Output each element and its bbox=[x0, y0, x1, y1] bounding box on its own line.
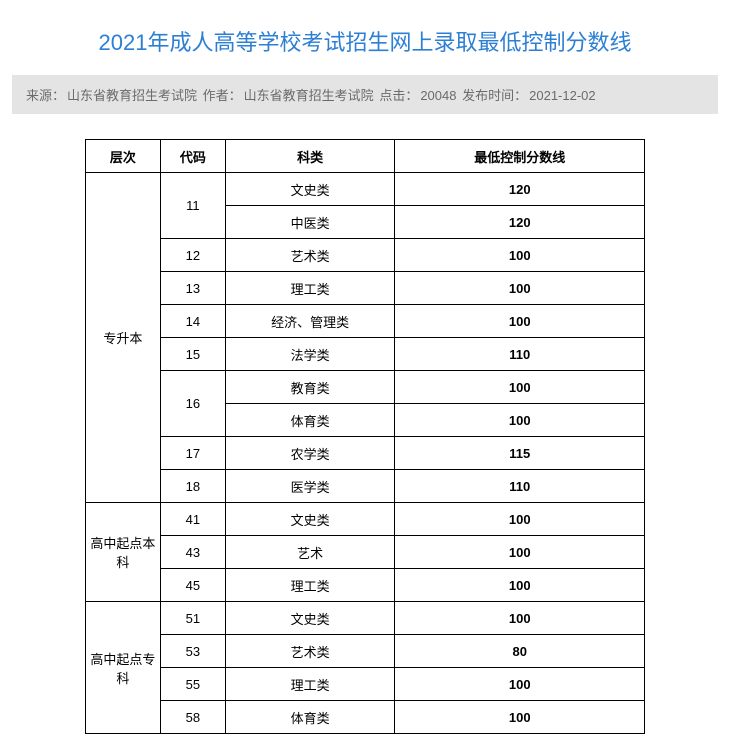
cell-score: 120 bbox=[395, 173, 645, 206]
meta-source-value: 山东省教育招生考试院 bbox=[67, 88, 197, 103]
table-row: 13 理工类 100 bbox=[86, 272, 645, 305]
cell-score: 110 bbox=[395, 338, 645, 371]
th-min-score: 最低控制分数线 bbox=[395, 140, 645, 173]
cell-score: 100 bbox=[395, 569, 645, 602]
table-row: 17 农学类 115 bbox=[86, 437, 645, 470]
meta-hits-label: 点击： bbox=[379, 88, 418, 103]
cell-category: 法学类 bbox=[225, 338, 395, 371]
cell-score: 100 bbox=[395, 668, 645, 701]
table-row: 专升本 11 文史类 120 bbox=[86, 173, 645, 206]
cell-score: 100 bbox=[395, 404, 645, 437]
meta-bar: 来源：山东省教育招生考试院 作者：山东省教育招生考试院 点击：20048 发布时… bbox=[12, 75, 718, 114]
cell-code: 53 bbox=[160, 635, 225, 668]
cell-score: 100 bbox=[395, 503, 645, 536]
cell-category: 艺术类 bbox=[225, 239, 395, 272]
cell-code: 51 bbox=[160, 602, 225, 635]
meta-pub-label: 发布时间： bbox=[462, 88, 527, 103]
cell-code: 55 bbox=[160, 668, 225, 701]
cell-code: 18 bbox=[160, 470, 225, 503]
meta-source-label: 来源： bbox=[26, 88, 65, 103]
cell-category: 理工类 bbox=[225, 272, 395, 305]
cell-code: 45 bbox=[160, 569, 225, 602]
page-title: 2021年成人高等学校考试招生网上录取最低控制分数线 bbox=[0, 10, 730, 75]
cell-code: 43 bbox=[160, 536, 225, 569]
table-row: 53 艺术类 80 bbox=[86, 635, 645, 668]
cell-code: 13 bbox=[160, 272, 225, 305]
cell-score: 80 bbox=[395, 635, 645, 668]
table-row: 58 体育类 100 bbox=[86, 701, 645, 734]
cell-score: 100 bbox=[395, 602, 645, 635]
score-table: 层次 代码 科类 最低控制分数线 专升本 11 文史类 120 中医类 120 … bbox=[85, 139, 645, 734]
table-row: 55 理工类 100 bbox=[86, 668, 645, 701]
cell-code: 16 bbox=[160, 371, 225, 437]
cell-category: 教育类 bbox=[225, 371, 395, 404]
cell-level-zsb: 专升本 bbox=[86, 173, 161, 503]
meta-hits-value: 20048 bbox=[420, 88, 456, 103]
table-row: 18 医学类 110 bbox=[86, 470, 645, 503]
table-row: 45 理工类 100 bbox=[86, 569, 645, 602]
table-row: 15 法学类 110 bbox=[86, 338, 645, 371]
table-row: 16 教育类 100 bbox=[86, 371, 645, 404]
cell-score: 120 bbox=[395, 206, 645, 239]
cell-category: 文史类 bbox=[225, 503, 395, 536]
cell-code: 12 bbox=[160, 239, 225, 272]
cell-category: 体育类 bbox=[225, 404, 395, 437]
cell-level-gqb: 高中起点本科 bbox=[86, 503, 161, 602]
table-row: 12 艺术类 100 bbox=[86, 239, 645, 272]
th-level: 层次 bbox=[86, 140, 161, 173]
table-row: 高中起点本科 41 文史类 100 bbox=[86, 503, 645, 536]
cell-score: 100 bbox=[395, 305, 645, 338]
cell-category: 农学类 bbox=[225, 437, 395, 470]
table-row: 高中起点专科 51 文史类 100 bbox=[86, 602, 645, 635]
cell-score: 115 bbox=[395, 437, 645, 470]
cell-score: 100 bbox=[395, 701, 645, 734]
table-row: 14 经济、管理类 100 bbox=[86, 305, 645, 338]
th-code: 代码 bbox=[160, 140, 225, 173]
cell-code: 58 bbox=[160, 701, 225, 734]
table-header-row: 层次 代码 科类 最低控制分数线 bbox=[86, 140, 645, 173]
cell-code: 15 bbox=[160, 338, 225, 371]
cell-category: 体育类 bbox=[225, 701, 395, 734]
cell-category: 文史类 bbox=[225, 173, 395, 206]
cell-code: 11 bbox=[160, 173, 225, 239]
cell-code: 17 bbox=[160, 437, 225, 470]
cell-category: 医学类 bbox=[225, 470, 395, 503]
cell-score: 100 bbox=[395, 371, 645, 404]
cell-category: 文史类 bbox=[225, 602, 395, 635]
cell-score: 110 bbox=[395, 470, 645, 503]
cell-category: 理工类 bbox=[225, 569, 395, 602]
cell-score: 100 bbox=[395, 536, 645, 569]
cell-score: 100 bbox=[395, 272, 645, 305]
cell-category: 艺术类 bbox=[225, 635, 395, 668]
meta-author-value: 山东省教育招生考试院 bbox=[244, 88, 374, 103]
cell-category: 艺术 bbox=[225, 536, 395, 569]
th-category: 科类 bbox=[225, 140, 395, 173]
cell-level-gqz: 高中起点专科 bbox=[86, 602, 161, 734]
meta-pub-value: 2021-12-02 bbox=[529, 88, 596, 103]
table-row: 43 艺术 100 bbox=[86, 536, 645, 569]
cell-score: 100 bbox=[395, 239, 645, 272]
meta-author-label: 作者： bbox=[203, 88, 242, 103]
cell-code: 41 bbox=[160, 503, 225, 536]
cell-category: 中医类 bbox=[225, 206, 395, 239]
cell-category: 理工类 bbox=[225, 668, 395, 701]
cell-code: 14 bbox=[160, 305, 225, 338]
cell-category: 经济、管理类 bbox=[225, 305, 395, 338]
